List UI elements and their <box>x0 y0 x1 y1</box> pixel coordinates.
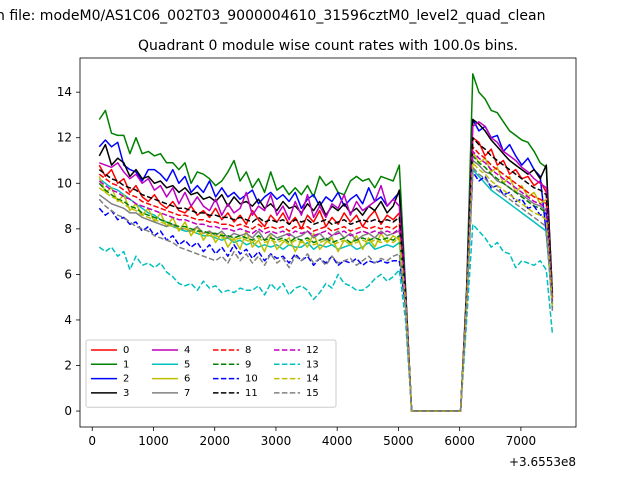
series-line-6 <box>98 150 554 412</box>
x-tick-label: 3000 <box>261 434 292 448</box>
x-tick-label: 2000 <box>199 434 230 448</box>
legend-label-8: 8 <box>245 345 251 356</box>
legend-label-6: 6 <box>184 374 190 385</box>
legend-label-14: 14 <box>306 374 319 385</box>
series-line-11 <box>98 136 554 412</box>
legend-label-1: 1 <box>123 359 129 370</box>
series-line-14 <box>98 162 554 412</box>
x-tick-label: 0 <box>88 434 96 448</box>
series-line-0 <box>98 136 554 412</box>
series-line-8 <box>98 146 554 412</box>
legend-label-4: 4 <box>184 345 190 356</box>
legend-label-0: 0 <box>123 345 129 356</box>
series-line-10 <box>98 171 554 412</box>
series-line-13 <box>98 223 554 412</box>
legend-label-15: 15 <box>306 388 319 399</box>
series-line-9 <box>98 155 554 412</box>
figure-suptitle: n file: modeM0/AS1C06_002T03_9000004610_… <box>0 8 545 24</box>
series-line-2 <box>98 118 554 412</box>
x-tick-label: 6000 <box>444 434 475 448</box>
x-tick-label: 5000 <box>383 434 414 448</box>
y-tick-label: 2 <box>64 359 72 373</box>
legend-label-11: 11 <box>245 388 258 399</box>
series-group <box>98 73 554 412</box>
plot-frame <box>79 57 577 428</box>
x-tick-label: 7000 <box>506 434 537 448</box>
x-axis: 0 1000 2000 3000 4000 5000 6000 7000 <box>88 427 536 448</box>
legend-label-7: 7 <box>184 388 190 399</box>
y-tick-label: 8 <box>64 222 72 236</box>
x-offset-label: +3.6553e8 <box>509 455 576 469</box>
series-line-1 <box>98 73 554 412</box>
y-tick-label: 0 <box>64 404 72 418</box>
series-line-12 <box>98 150 554 412</box>
y-tick-label: 10 <box>57 176 72 190</box>
legend-label-9: 9 <box>245 359 251 370</box>
x-tick-label: 4000 <box>322 434 353 448</box>
legend-label-3: 3 <box>123 388 129 399</box>
y-tick-label: 6 <box>64 267 72 281</box>
x-tick-label: 1000 <box>138 434 169 448</box>
series-line-5 <box>98 168 554 412</box>
y-tick-label: 4 <box>64 313 72 327</box>
chart-title: Quadrant 0 module wise count rates with … <box>138 38 518 54</box>
series-line-15 <box>98 166 554 412</box>
legend-label-2: 2 <box>123 374 129 385</box>
y-axis: 0 2 4 6 8 10 12 14 <box>57 85 80 418</box>
legend-label-5: 5 <box>184 359 190 370</box>
y-tick-label: 12 <box>57 131 72 145</box>
series-line-4 <box>99 121 554 412</box>
legend-label-13: 13 <box>306 359 319 370</box>
y-tick-label: 14 <box>57 85 72 99</box>
legend-label-12: 12 <box>306 345 319 356</box>
legend-label-10: 10 <box>245 374 258 385</box>
legend-box <box>85 339 337 408</box>
